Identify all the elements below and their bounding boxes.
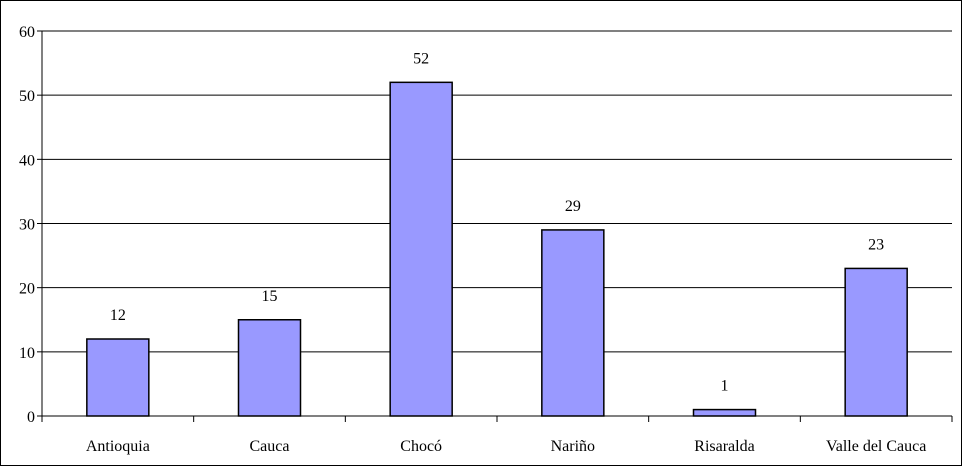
data-label: 1 — [721, 378, 729, 395]
x-tick-label: Risaralda — [694, 438, 754, 455]
data-label: 15 — [262, 288, 278, 305]
x-tick-label: Nariño — [551, 438, 595, 455]
bar — [86, 338, 150, 417]
bars — [86, 81, 908, 417]
x-tick-label: Antioquia — [86, 438, 150, 455]
y-tick-label: 50 — [19, 88, 35, 105]
data-label: 23 — [868, 236, 884, 253]
bar — [541, 229, 605, 417]
bar — [844, 267, 908, 417]
x-tick-label: Chocó — [400, 438, 442, 455]
data-label: 12 — [110, 307, 126, 324]
y-tick-label: 30 — [19, 217, 35, 234]
bar — [237, 319, 302, 417]
y-tick-label: 60 — [19, 24, 35, 41]
axes — [37, 30, 953, 422]
y-tick-label: 10 — [19, 345, 35, 362]
bar — [692, 408, 757, 417]
x-tick-label: Valle del Cauca — [826, 438, 926, 455]
data-label: 29 — [565, 198, 581, 215]
labels: 0 10 20 30 40 50 60 12 Antioquia 15 Cauca 52 Chocó 29… — [19, 24, 926, 455]
y-tick-label: 0 — [27, 409, 35, 426]
data-label: 52 — [413, 50, 429, 67]
bar — [389, 81, 453, 417]
y-tick-label: 40 — [19, 152, 35, 169]
y-tick-label: 20 — [19, 281, 35, 298]
gridlines — [42, 30, 952, 353]
x-tick-label: Cauca — [250, 438, 290, 455]
